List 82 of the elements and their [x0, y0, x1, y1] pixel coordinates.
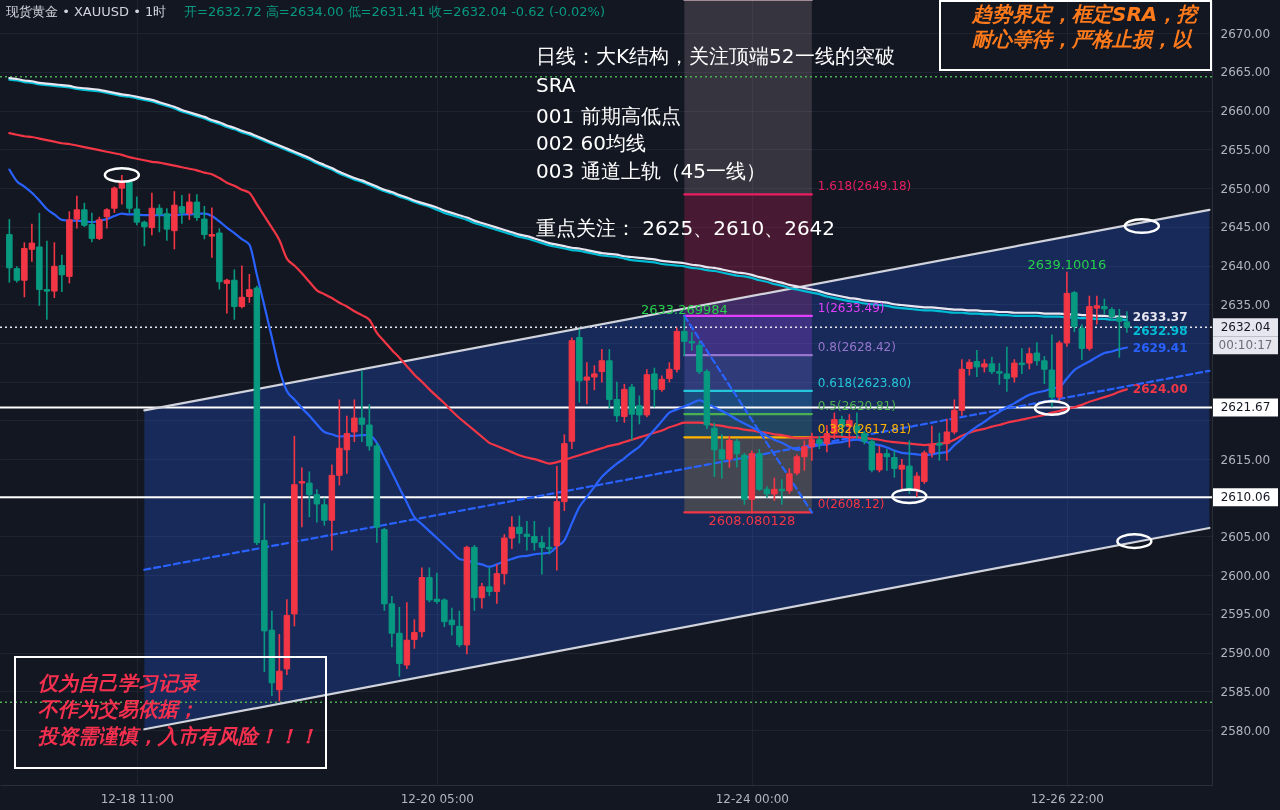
- annotation: 仅为自己学习记录: [38, 671, 201, 695]
- candlestick: [276, 634, 283, 702]
- candlestick: [486, 567, 493, 597]
- data-label: 2632.98: [1132, 323, 1188, 338]
- ref-line-label: 2632.04 00:10:17: [1218, 320, 1273, 353]
- ref-line-label: 2621.67: [1220, 400, 1271, 415]
- candlestick: [178, 195, 186, 224]
- candlestick: [1078, 324, 1086, 361]
- candlestick: [936, 432, 943, 461]
- x-tick-label: 12-26 22:00: [1030, 791, 1104, 806]
- series-label: 0(2608.12): [817, 497, 885, 512]
- y-tick-label: 2595.00: [1220, 607, 1271, 622]
- candlestick: [771, 477, 778, 501]
- candlestick: [223, 278, 231, 314]
- y-tick-label: 2580.00: [1220, 723, 1271, 738]
- data-label: 2633.37: [1132, 309, 1188, 324]
- annotation: 001 前期高低点: [536, 104, 681, 128]
- candlestick: [1011, 359, 1018, 383]
- annotation: 趋势界定，框定SRA，挖: [971, 2, 1201, 26]
- candlestick: [891, 450, 898, 478]
- annotation: 日线：大K结构，关注顶端52一线的突破: [536, 44, 895, 68]
- candlestick: [1018, 348, 1026, 374]
- candlestick: [876, 445, 883, 473]
- x-tick-label: 12-18 11:00: [100, 791, 174, 806]
- annotation: 003 通道上轨（45一线）: [536, 159, 766, 183]
- chart-subtitle: 开=2632.72 高=2634.00 低=2631.41 收=2632.04 -0.62 (-0.02%): [184, 4, 606, 19]
- series-label: 1(2633.49): [817, 300, 885, 315]
- candlestick: [201, 205, 208, 240]
- candlestick: [898, 459, 906, 490]
- candlestick: [298, 467, 306, 528]
- candlestick: [478, 582, 486, 609]
- data-label: 2624.00: [1132, 382, 1188, 397]
- candlestick: [148, 192, 156, 236]
- series-label: 0.8(2628.42): [817, 340, 896, 355]
- candlestick: [238, 265, 246, 309]
- candlestick: [103, 208, 111, 229]
- candlestick: [733, 438, 741, 468]
- x-tick-label: 12-20 05:00: [400, 791, 474, 806]
- annotation: 耐心等待，严格止损，以: [972, 27, 1193, 51]
- candlestick: [411, 619, 418, 649]
- annotation: 002 60均线: [536, 131, 646, 155]
- candlestick: [96, 216, 103, 241]
- candlestick: [906, 440, 913, 494]
- annotation: 2608.080128: [708, 512, 796, 528]
- candlestick: [1026, 347, 1033, 370]
- candlestick: [883, 448, 891, 471]
- y-tick-label: 2645.00: [1220, 220, 1271, 235]
- chart-title: 现货黄金 • XAUUSD • 1时: [6, 4, 167, 19]
- y-tick-label: 2655.00: [1220, 142, 1271, 157]
- annotation: SRA: [536, 73, 576, 97]
- candlestick: [246, 274, 253, 303]
- candlestick: [598, 349, 606, 383]
- y-tick-label: 2615.00: [1220, 452, 1271, 467]
- candlestick: [351, 399, 358, 443]
- y-tick-label: 2665.00: [1220, 65, 1271, 80]
- y-tick-label: 2670.00: [1220, 26, 1271, 41]
- candlestick: [973, 349, 981, 378]
- y-tick-label: 2640.00: [1220, 259, 1271, 274]
- candlestick: [186, 193, 193, 220]
- y-tick-label: 2605.00: [1220, 529, 1271, 544]
- annotation: 重点关注： 2625、2610、2642: [536, 216, 836, 240]
- annotation: 2639.10016: [1027, 256, 1107, 272]
- series-label: 0.618(2623.80): [817, 375, 912, 390]
- candlestick: [651, 367, 658, 408]
- candlestick: [208, 207, 216, 258]
- data-label: 2629.41: [1132, 340, 1188, 355]
- y-tick-label: 2600.00: [1220, 568, 1271, 583]
- ref-line-label: 2610.06: [1220, 490, 1271, 505]
- candlestick: [456, 610, 463, 648]
- candlestick: [193, 194, 201, 221]
- series-label: 1.618(2649.18): [817, 179, 912, 194]
- candlestick: [726, 435, 733, 468]
- y-tick-label: 2650.00: [1220, 181, 1271, 196]
- candlestick: [516, 515, 523, 544]
- y-tick-label: 2590.00: [1220, 646, 1271, 661]
- annotation: 不作为交易依据；: [38, 697, 198, 721]
- x-tick-label: 12-24 00:00: [715, 791, 789, 806]
- annotation: 投资需谨慎，入市有风险！！！: [38, 724, 318, 748]
- y-tick-label: 2585.00: [1220, 684, 1271, 699]
- y-tick-label: 2660.00: [1220, 104, 1271, 119]
- y-tick-label: 2635.00: [1220, 297, 1271, 312]
- candlestick: [58, 254, 66, 292]
